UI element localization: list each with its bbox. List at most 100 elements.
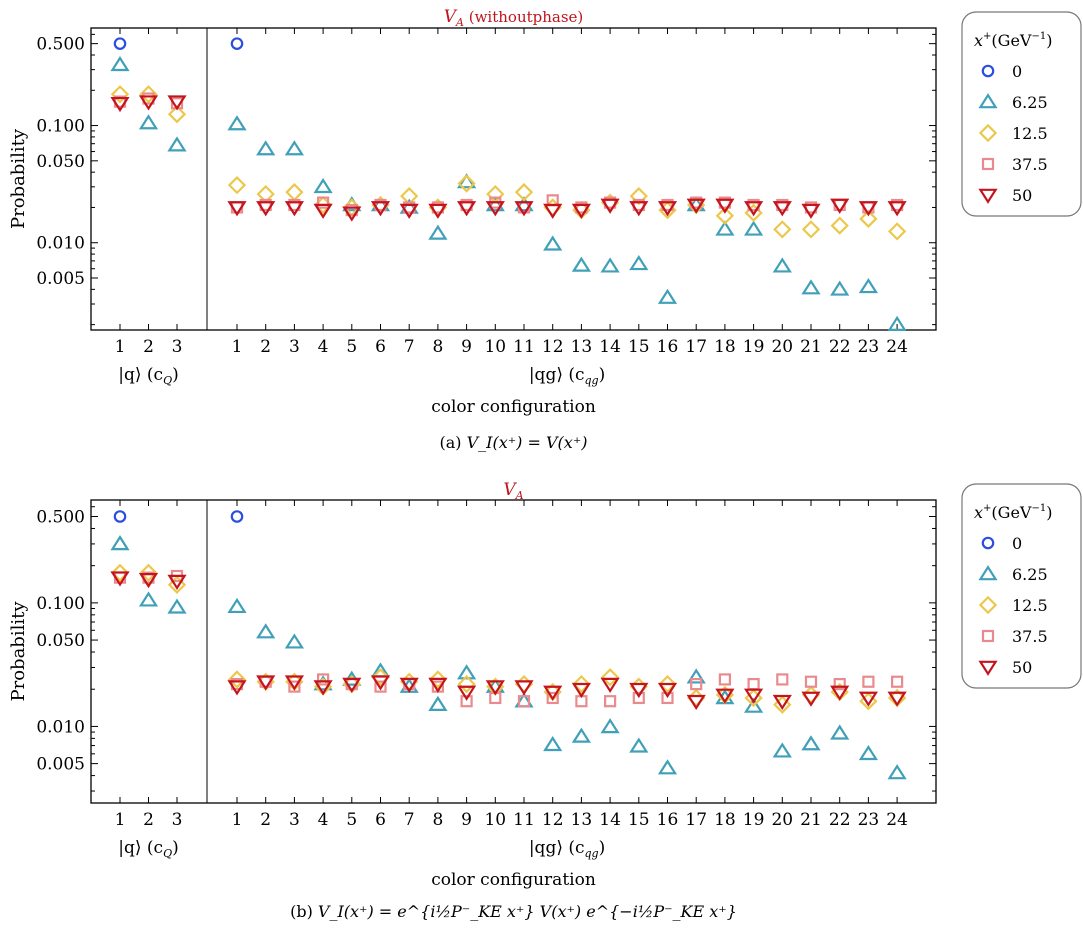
- point-qg-19: [744, 220, 764, 236]
- x-tick-label: 20: [771, 337, 793, 357]
- point-qg-21: [801, 279, 821, 295]
- point-qg-2: [256, 140, 276, 156]
- point-qg-9: [457, 664, 477, 680]
- legend-label: 6.25: [1012, 565, 1048, 584]
- chart-title: VA: [503, 480, 523, 502]
- plot-frame: [90, 499, 937, 804]
- point-qg-16: [661, 691, 674, 705]
- point-qg-17: [690, 678, 703, 691]
- point-qg-15: [629, 201, 649, 217]
- point-qg-15: [629, 682, 649, 699]
- x-tick-label: 2: [260, 810, 271, 830]
- point-qg-11: [514, 196, 534, 212]
- point-q-1: [110, 85, 130, 104]
- point-qg-14: [600, 198, 620, 214]
- x-tick-label: 12: [542, 810, 564, 830]
- x-tick-label: 16: [657, 337, 679, 357]
- point-qg-24: [887, 315, 907, 331]
- point-qg-13: [571, 682, 591, 699]
- plot-frame: [90, 27, 937, 331]
- x-tick-label: 4: [318, 337, 329, 357]
- point-qg-22: [830, 216, 849, 235]
- point-qg-18: [715, 198, 735, 214]
- point-qg-20: [772, 742, 792, 758]
- point-qg-17: [686, 198, 706, 214]
- point-qg-4: [317, 673, 330, 686]
- point-qg-22: [830, 280, 850, 296]
- point-qg-23: [859, 209, 878, 228]
- point-qg-3: [284, 140, 304, 156]
- point-qg-8: [428, 224, 448, 240]
- point-q-2: [138, 95, 159, 111]
- x-tick-label: 3: [289, 337, 300, 357]
- point-qg-24: [887, 201, 907, 217]
- point-qg-9: [460, 695, 473, 708]
- point-q-2: [138, 114, 159, 130]
- point-qg-5: [342, 677, 362, 693]
- x-tick-label: 12: [542, 337, 564, 357]
- x-axis-label: color configuration: [431, 397, 596, 417]
- legend-frame: [961, 11, 1082, 217]
- point-qg-4: [317, 196, 330, 209]
- x-tick-label: 17: [685, 337, 707, 357]
- x-tick-label: 10: [484, 337, 506, 357]
- group-label: |q⟩ (cQ): [118, 365, 178, 387]
- point-qg-13: [572, 674, 591, 694]
- legend-label: 50: [1012, 658, 1032, 677]
- x-tick-label: 14: [599, 337, 621, 357]
- point-qg-4: [313, 203, 333, 219]
- point-qg-14: [600, 668, 620, 687]
- point-q-3: [167, 598, 187, 614]
- legend-frame: [961, 483, 1082, 689]
- point-qg-3: [284, 675, 304, 691]
- legend-marker-12.5: [978, 595, 998, 615]
- x-tick-label: 3: [172, 810, 183, 830]
- point-qg-3: [284, 201, 304, 217]
- point-qg-15: [629, 255, 649, 271]
- x-tick-label: 8: [432, 337, 443, 357]
- point-qg-3: [284, 633, 304, 649]
- y-tick-label: 0.005: [36, 755, 85, 775]
- point-qg-2: [256, 201, 276, 217]
- point-qg-1: [227, 115, 247, 131]
- point-qg-12: [543, 235, 563, 251]
- point-qg-19: [744, 201, 764, 217]
- y-tick-label: 0.500: [36, 507, 85, 527]
- point-qg-3: [288, 680, 301, 693]
- x-tick-label: 18: [714, 337, 736, 357]
- point-qg-22: [833, 678, 846, 691]
- group-label: |q⟩ (cQ): [118, 838, 178, 860]
- point-qg-2: [256, 623, 276, 639]
- x-tick-label: 18: [714, 810, 736, 830]
- legend-marker-37.5: [981, 629, 995, 643]
- point-qg-15: [629, 186, 648, 206]
- point-qg-18: [715, 688, 735, 704]
- point-qg-21: [801, 735, 821, 751]
- point-q-1: [110, 55, 130, 72]
- y-tick-label: 0.500: [36, 35, 85, 55]
- series-50: [110, 571, 907, 711]
- point-qg-10: [485, 201, 505, 217]
- x-tick-label: 21: [800, 810, 822, 830]
- y-tick-label: 0.010: [36, 234, 85, 254]
- point-qg-1: [227, 175, 247, 195]
- series-12.5: [110, 85, 907, 241]
- x-tick-label: 17: [685, 810, 707, 830]
- point-qg-1: [230, 37, 244, 50]
- point-qg-20: [773, 695, 792, 714]
- point-qg-22: [830, 724, 850, 740]
- point-q-2: [139, 85, 158, 104]
- legend-label: 12.5: [1012, 124, 1048, 143]
- point-qg-20: [773, 220, 792, 239]
- legend-title: x+(GeV−1): [974, 503, 1052, 522]
- x-tick-label: 11: [513, 337, 535, 357]
- series-0: [113, 510, 244, 523]
- point-qg-24: [887, 222, 907, 241]
- y-tick-label: 0.005: [36, 269, 85, 289]
- group-label: |qg⟩ (cqg): [529, 365, 605, 387]
- x-tick-label: 23: [858, 337, 880, 357]
- subfigure-caption: (a) V_I(x⁺) = V(x⁺): [439, 433, 587, 452]
- legend-label: 6.25: [1012, 93, 1048, 112]
- point-qg-18: [715, 206, 735, 225]
- chart-title: VA (withoutphase): [444, 7, 584, 29]
